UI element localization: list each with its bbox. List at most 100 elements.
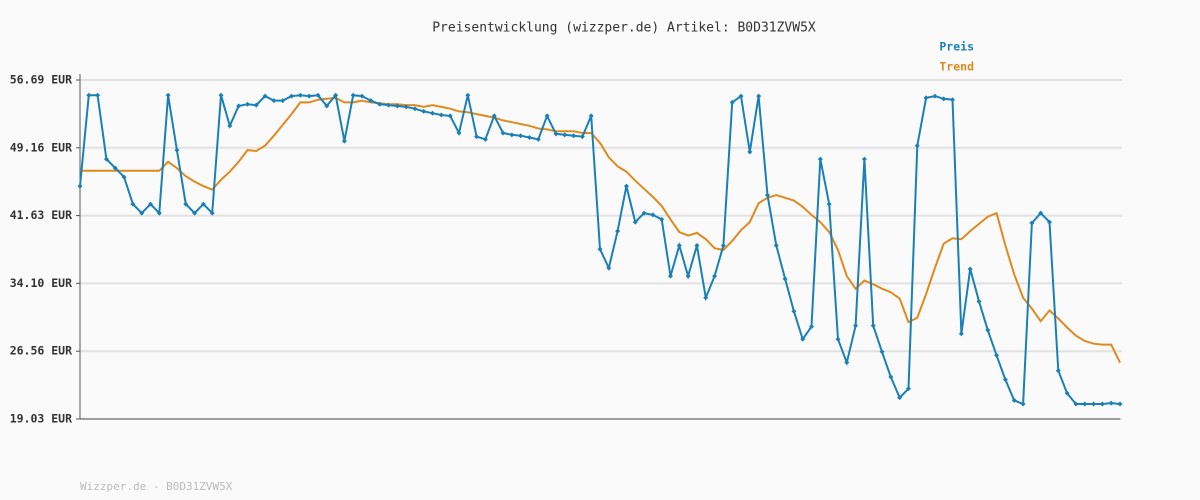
data-point	[897, 395, 903, 401]
data-point	[103, 156, 109, 162]
data-point	[870, 323, 876, 329]
data-point	[394, 103, 400, 109]
data-point	[95, 92, 101, 98]
data-point	[1073, 401, 1079, 407]
data-point	[509, 132, 515, 138]
data-point	[209, 210, 215, 216]
data-point	[800, 336, 806, 342]
data-point	[835, 336, 841, 342]
data-point	[650, 212, 656, 218]
data-point	[553, 131, 559, 137]
data-point	[447, 113, 453, 119]
y-tick-label: 26.56 EUR	[10, 344, 72, 358]
legend-label: Preis	[939, 40, 974, 54]
data-point	[289, 93, 295, 99]
data-point	[526, 135, 532, 141]
data-point	[782, 276, 788, 282]
data-point	[659, 216, 665, 222]
data-point	[791, 308, 797, 314]
data-point	[853, 323, 859, 329]
data-point	[482, 136, 488, 142]
data-point	[306, 93, 312, 99]
data-point	[1064, 390, 1070, 396]
data-point	[756, 93, 762, 99]
data-point	[315, 92, 321, 98]
data-point	[747, 149, 753, 155]
data-point	[253, 102, 259, 108]
data-point	[165, 92, 171, 98]
data-point	[932, 93, 938, 99]
data-point	[826, 201, 832, 207]
data-point	[844, 360, 850, 366]
data-point	[905, 386, 911, 392]
data-point	[412, 106, 418, 112]
data-point	[579, 134, 585, 140]
data-point	[535, 136, 541, 142]
data-point	[341, 138, 347, 144]
data-point	[1020, 401, 1026, 407]
data-point	[1091, 401, 1097, 407]
data-point	[112, 165, 118, 171]
data-point	[967, 266, 973, 272]
data-point	[941, 96, 947, 102]
y-tick-label: 19.03 EUR	[10, 412, 72, 426]
data-point	[1002, 377, 1008, 383]
data-point	[685, 273, 691, 279]
data-point	[77, 183, 83, 189]
data-point	[1029, 220, 1035, 226]
data-point	[976, 298, 982, 304]
data-point	[430, 110, 436, 116]
data-point	[994, 352, 1000, 358]
data-point	[615, 228, 621, 234]
data-point	[183, 201, 189, 207]
data-point	[1108, 400, 1114, 406]
data-point	[262, 93, 268, 99]
data-point	[280, 98, 286, 104]
y-tick-label: 34.10 EUR	[10, 276, 72, 290]
data-point	[729, 99, 735, 105]
data-point	[923, 95, 929, 101]
chart-title: Preisentwicklung (wizzper.de) Artikel: B…	[432, 21, 816, 36]
data-point	[500, 130, 506, 136]
data-point	[668, 273, 674, 279]
data-point	[571, 133, 577, 139]
data-point	[368, 98, 374, 104]
data-point	[676, 243, 682, 249]
data-point	[764, 192, 770, 198]
data-point	[192, 210, 198, 216]
legend-label: Trend	[939, 60, 974, 74]
data-point	[359, 93, 365, 99]
data-point	[465, 92, 471, 98]
y-tick-label: 49.16 EUR	[10, 140, 72, 154]
data-point	[403, 104, 409, 110]
data-point	[148, 201, 154, 207]
data-point	[86, 92, 92, 98]
data-point	[491, 113, 497, 119]
data-point	[773, 243, 779, 249]
data-point	[888, 374, 894, 380]
data-point	[809, 324, 815, 330]
data-point	[694, 243, 700, 249]
data-point	[720, 243, 726, 249]
data-point	[385, 102, 391, 108]
data-point	[244, 101, 250, 107]
data-point	[218, 92, 224, 98]
data-point	[139, 210, 145, 216]
data-point	[297, 92, 303, 98]
footer: Wizzper.de - B0D31ZVW5X	[80, 480, 233, 493]
data-point	[544, 113, 550, 119]
data-point	[597, 246, 603, 252]
data-point	[632, 219, 638, 225]
data-point	[121, 174, 127, 180]
data-point	[1055, 368, 1061, 374]
data-point	[985, 327, 991, 333]
data-point	[703, 295, 709, 301]
data-point	[623, 183, 629, 189]
data-point	[1099, 401, 1105, 407]
data-point	[377, 101, 383, 107]
data-point	[879, 349, 885, 355]
data-point	[1046, 219, 1052, 225]
data-point	[474, 134, 480, 140]
data-point	[421, 108, 427, 114]
